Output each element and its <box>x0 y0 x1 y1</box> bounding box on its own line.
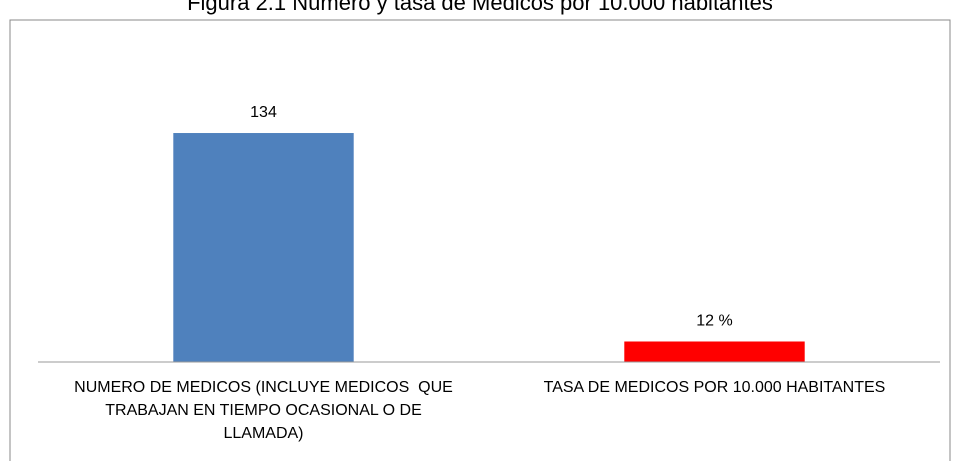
x-tick-label: NUMERO DE MEDICOS (INCLUYE MEDICOS QUE T… <box>74 379 457 442</box>
chart-frame <box>9 19 951 461</box>
bar <box>624 341 805 362</box>
x-tick-label: TASA DE MEDICOS POR 10.000 HABITANTES <box>543 379 886 396</box>
chart-title: Figura 2.1 Numero y tasa de Medicos por … <box>187 0 773 15</box>
data-label: 12 % <box>696 313 732 330</box>
bar <box>173 133 354 362</box>
data-label: 134 <box>250 104 277 121</box>
